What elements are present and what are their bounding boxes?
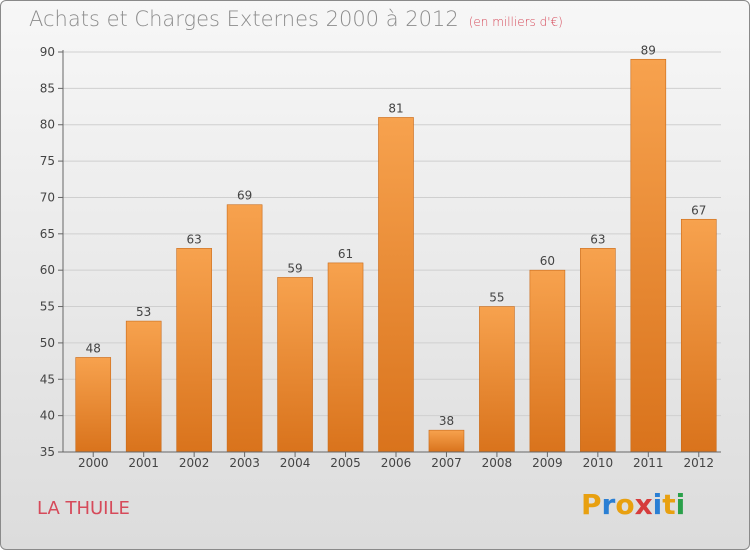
place-name: LA THUILE (37, 498, 130, 519)
bar (327, 262, 364, 453)
x-tick-label: 2005 (330, 456, 361, 470)
x-tick-label: 2006 (381, 456, 412, 470)
data-label: 61 (338, 247, 353, 261)
x-tick-label: 2001 (128, 456, 159, 470)
logo-letter: t (662, 488, 676, 521)
logo-letter: x (634, 488, 653, 521)
logo-letter: P (581, 488, 602, 521)
x-tick-label: 2008 (482, 456, 513, 470)
bar (226, 204, 263, 453)
bar (529, 269, 566, 453)
bar (176, 248, 212, 453)
data-label: 48 (86, 341, 101, 355)
data-label: 81 (388, 101, 403, 115)
data-label: 59 (287, 261, 302, 275)
y-tick-label: 55 (40, 300, 55, 314)
chart-subtitle: (en milliers d'€) (468, 15, 563, 29)
y-tick-label: 75 (40, 154, 55, 168)
x-tick-label: 2002 (179, 456, 210, 470)
logo-letter: o (615, 488, 635, 521)
x-tick-label: 2009 (532, 456, 563, 470)
y-tick-label: 60 (40, 263, 55, 277)
data-label: 38 (439, 414, 454, 428)
x-tick-label: 2011 (633, 456, 664, 470)
chart-title: Achats et Charges Externes 2000 à 2012 (e… (29, 7, 563, 31)
y-tick-label: 90 (40, 45, 55, 59)
x-tick-label: 2000 (78, 456, 109, 470)
x-tick-label: 2007 (431, 456, 462, 470)
y-tick-label: 45 (40, 372, 55, 386)
data-label: 55 (489, 291, 504, 305)
bar (479, 306, 515, 453)
bar (680, 218, 717, 453)
proxiti-logo: Proxiti (581, 488, 685, 521)
logo-letter: i (675, 488, 686, 521)
data-label: 67 (691, 203, 706, 217)
x-tick-label: 2004 (280, 456, 311, 470)
logo-letter: r (601, 488, 616, 521)
bar (428, 429, 465, 453)
y-tick-label: 40 (40, 409, 55, 423)
data-label: 89 (641, 43, 656, 57)
bar (125, 320, 162, 453)
bar (75, 357, 112, 453)
bar (580, 248, 616, 453)
y-tick-label: 35 (40, 445, 55, 459)
x-tick-label: 2012 (683, 456, 714, 470)
bar (630, 58, 667, 453)
data-label: 63 (590, 232, 605, 246)
data-label: 63 (187, 232, 202, 246)
y-tick-label: 65 (40, 227, 55, 241)
logo-letter: i (652, 488, 663, 521)
chart-title-text: Achats et Charges Externes 2000 à 2012 (29, 7, 459, 31)
bars: 48 53 63 69 59 61 81 38 55 60 63 89 67 (75, 43, 717, 453)
y-tick-label: 70 (40, 190, 55, 204)
data-label: 53 (136, 305, 151, 319)
bar (277, 277, 313, 453)
data-label: 69 (237, 189, 252, 203)
bar (378, 117, 414, 453)
data-label: 60 (540, 254, 555, 268)
x-tick-label: 2003 (229, 456, 260, 470)
y-tick-label: 50 (40, 336, 55, 350)
axes: 35 40 45 50 55 60 65 70 75 80 85 90 2000 2001 2002 2003… (40, 45, 721, 470)
x-tick-label: 2010 (583, 456, 614, 470)
y-tick-label: 85 (40, 81, 55, 95)
y-tick-label: 80 (40, 118, 55, 132)
